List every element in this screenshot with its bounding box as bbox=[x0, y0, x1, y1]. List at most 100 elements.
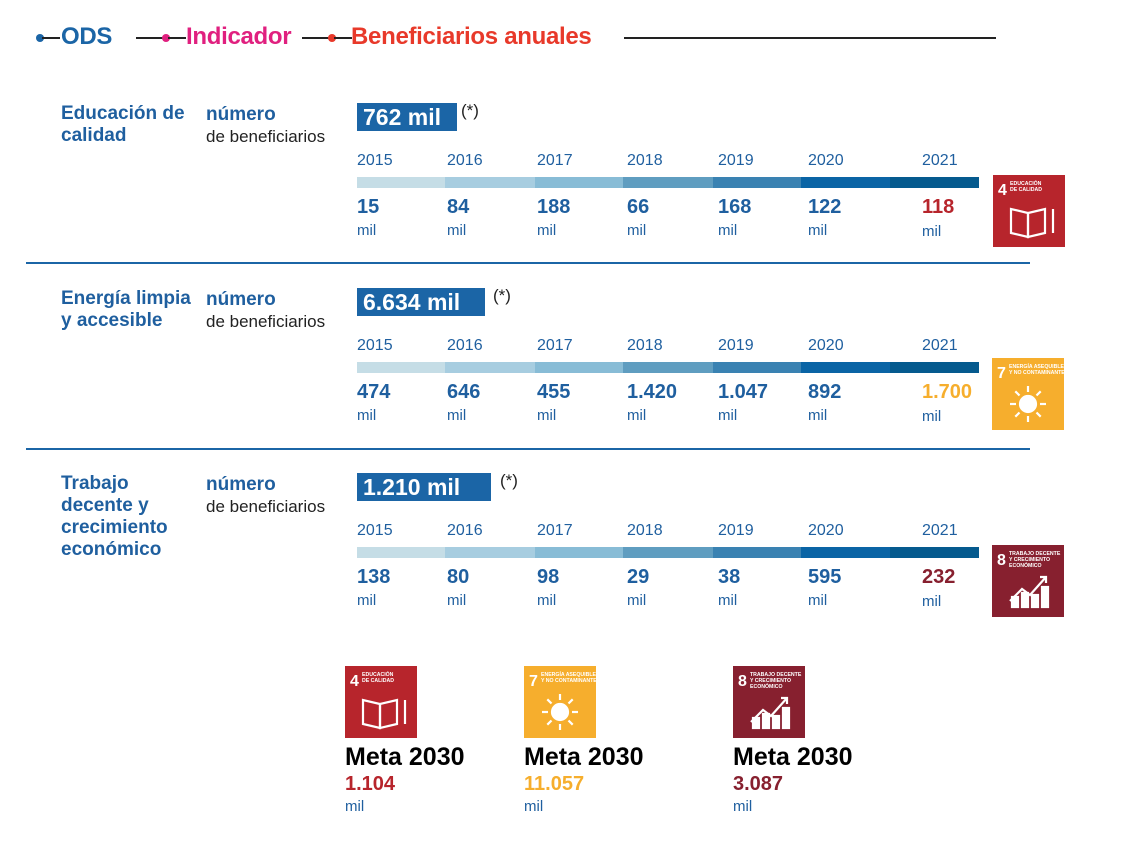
unit-label: mil bbox=[447, 222, 467, 239]
value-label: 38 bbox=[718, 566, 741, 588]
value-label: 474 bbox=[357, 381, 391, 403]
ods-title: Trabajo decente y crecimiento económico bbox=[61, 473, 168, 560]
year-label: 2019 bbox=[718, 337, 754, 354]
meta-unit: mil bbox=[733, 798, 753, 815]
unit-label: mil bbox=[808, 407, 828, 424]
meta-unit: mil bbox=[345, 798, 365, 815]
indicador-dot-icon bbox=[162, 34, 170, 42]
year-label: 2018 bbox=[627, 152, 663, 169]
unit-label: mil bbox=[357, 407, 377, 424]
sdg-caption: TRABAJO DECENTE bbox=[750, 672, 802, 678]
timeline-segment bbox=[890, 362, 979, 373]
section-divider bbox=[26, 448, 1030, 450]
total-badge: 1.210 mil bbox=[357, 473, 491, 501]
year-label: 2015 bbox=[357, 522, 393, 539]
timeline-bar bbox=[357, 177, 979, 188]
indicator-bold: número bbox=[206, 104, 276, 125]
beneficiarios-dot-icon bbox=[328, 34, 336, 42]
value-label: 188 bbox=[537, 196, 571, 218]
ods-title: Energía limpia y accesible bbox=[61, 288, 191, 331]
value-label: 66 bbox=[627, 196, 650, 218]
sdg-caption: ECONÓMICO bbox=[750, 682, 783, 690]
unit-label: mil bbox=[537, 222, 557, 239]
timeline-segment bbox=[535, 547, 623, 558]
year-label: 2020 bbox=[808, 337, 844, 354]
meta-title: Meta 2030 bbox=[345, 743, 465, 771]
year-label: 2016 bbox=[447, 522, 483, 539]
sdg-caption: ENERGÍA ASEQUIBLE bbox=[541, 670, 596, 678]
sdg-number: 8 bbox=[997, 552, 1006, 569]
year-label: 2016 bbox=[447, 152, 483, 169]
timeline-bar bbox=[357, 547, 979, 558]
unit-label: mil bbox=[447, 407, 467, 424]
year-label: 2017 bbox=[537, 337, 573, 354]
unit-label: mil bbox=[718, 407, 738, 424]
indicator-rest: de beneficiarios bbox=[206, 497, 326, 516]
sdg-4-tile: 4 EDUCACIÓN DE CALIDAD bbox=[993, 175, 1065, 247]
timeline-segment bbox=[445, 547, 535, 558]
meta-title: Meta 2030 bbox=[733, 743, 853, 771]
indicator-bold: número bbox=[206, 289, 276, 310]
unit-label: mil bbox=[718, 592, 738, 609]
year-label: 2015 bbox=[357, 152, 393, 169]
value-label: 455 bbox=[537, 381, 571, 403]
meta-2030-card: 7 ENERGÍA ASEQUIBLE Y NO CONTAMINANTE Meta … bbox=[524, 666, 644, 818]
legend-ods: ODS bbox=[61, 23, 113, 50]
sdg-caption: ENERGÍA ASEQUIBLE bbox=[1009, 362, 1064, 370]
year-label: 2018 bbox=[627, 522, 663, 539]
unit-label: mil bbox=[627, 592, 647, 609]
value-label: 1.047 bbox=[718, 381, 769, 403]
sdg-caption: Y CRECIMIENTO bbox=[750, 678, 791, 684]
ods-dot-icon bbox=[36, 34, 44, 42]
timeline-segment bbox=[623, 362, 713, 373]
sdg-caption: TRABAJO DECENTE bbox=[1009, 551, 1061, 557]
legend: ODS Indicador Beneficiarios anuales bbox=[36, 22, 996, 52]
timeline-segment bbox=[445, 177, 535, 188]
timeline-segment bbox=[535, 362, 623, 373]
unit-label: mil bbox=[357, 222, 377, 239]
total-badge: 6.634 mil bbox=[357, 288, 485, 316]
meta-value: 11.057 bbox=[524, 773, 585, 795]
timeline-segment bbox=[713, 177, 801, 188]
indicator-label: número de beneficiarios bbox=[206, 289, 325, 333]
total-badge: 762 mil bbox=[357, 103, 457, 131]
unit-label: mil bbox=[922, 223, 942, 240]
indicator-rest: de beneficiarios bbox=[206, 127, 326, 146]
sdg-caption: DE CALIDAD bbox=[362, 678, 394, 684]
indicator-label: número de beneficiarios bbox=[206, 474, 325, 518]
unit-label: mil bbox=[627, 407, 647, 424]
unit-label: mil bbox=[808, 222, 828, 239]
year-label: 2020 bbox=[808, 522, 844, 539]
year-label: 2021 bbox=[922, 522, 958, 539]
legend-line bbox=[302, 37, 332, 39]
value-label: 118 bbox=[922, 196, 955, 218]
legend-line bbox=[168, 37, 186, 39]
sdg-caption: Y NO CONTAMINANTE bbox=[541, 678, 596, 684]
legend-indicador: Indicador bbox=[186, 23, 292, 50]
unit-label: mil bbox=[537, 592, 557, 609]
sdg-caption: Y NO CONTAMINANTE bbox=[1009, 370, 1064, 376]
meta-2030-card: 8 TRABAJO DECENTE Y CRECIMIENTO ECONÓMICO Me… bbox=[733, 666, 853, 818]
year-label: 2018 bbox=[627, 337, 663, 354]
timeline-segment bbox=[357, 177, 445, 188]
meta-value: 3.087 bbox=[733, 773, 784, 795]
sdg-8-tile: 8 TRABAJO DECENTE Y CRECIMIENTO ECONÓMICO bbox=[733, 666, 805, 738]
total-note: (*) bbox=[500, 471, 518, 490]
sdg-caption: DE CALIDAD bbox=[1010, 187, 1042, 193]
timeline-segment bbox=[890, 177, 979, 188]
indicator-rest: de beneficiarios bbox=[206, 312, 326, 331]
unit-label: mil bbox=[922, 408, 942, 425]
year-label: 2019 bbox=[718, 522, 754, 539]
year-label: 2017 bbox=[537, 152, 573, 169]
timeline-segment bbox=[445, 362, 535, 373]
value-label: 168 bbox=[718, 196, 752, 218]
unit-label: mil bbox=[808, 592, 828, 609]
timeline-segment bbox=[535, 177, 623, 188]
legend-beneficiarios: Beneficiarios anuales bbox=[351, 23, 592, 50]
value-label: 80 bbox=[447, 566, 470, 588]
value-label: 15 bbox=[357, 196, 380, 218]
timeline-bar bbox=[357, 362, 979, 373]
